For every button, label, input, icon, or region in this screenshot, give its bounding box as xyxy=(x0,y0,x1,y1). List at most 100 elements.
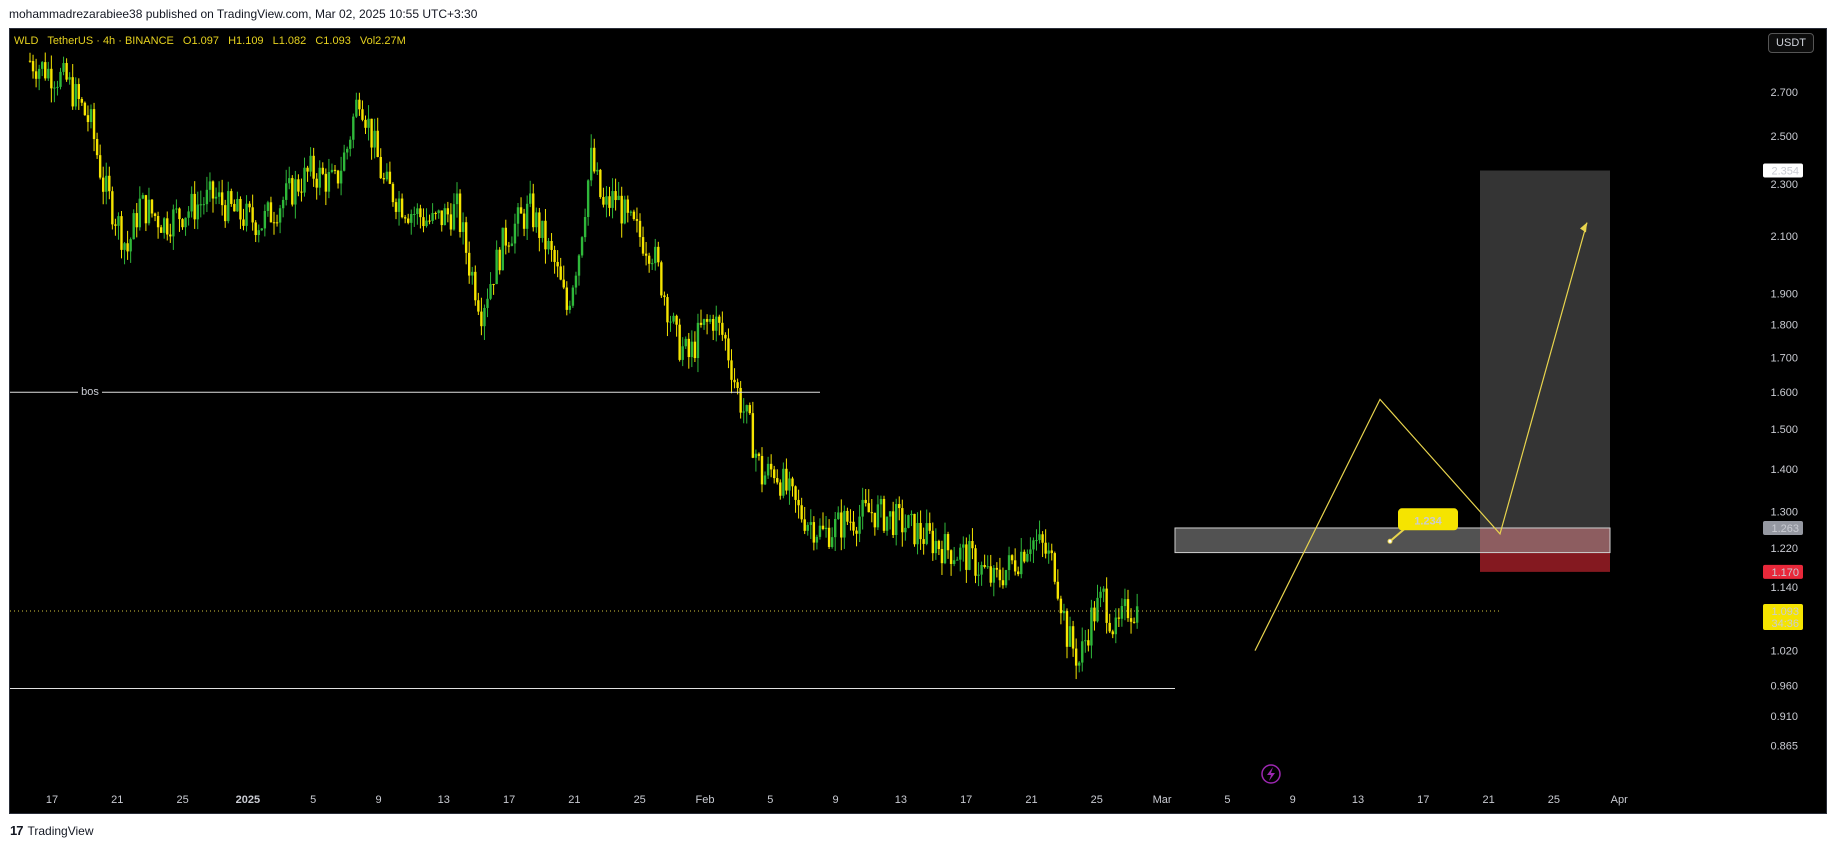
candle-body xyxy=(898,504,901,509)
candle-body xyxy=(330,169,334,173)
candle-body xyxy=(1078,662,1081,666)
time-tick: 21 xyxy=(111,794,123,806)
candle-body xyxy=(901,508,904,533)
candle-body xyxy=(446,208,450,215)
time-tick: 17 xyxy=(503,794,515,806)
legend-volume: Vol2.27M xyxy=(359,35,406,47)
candle-body xyxy=(852,521,855,531)
price-tick: 1.900 xyxy=(1770,289,1798,301)
candle-body xyxy=(739,387,742,413)
candle-body xyxy=(748,405,751,414)
candle-body xyxy=(730,360,733,380)
candle-body xyxy=(486,298,489,308)
candle-body xyxy=(208,181,212,190)
candle-body xyxy=(230,191,233,204)
candle-body xyxy=(217,192,221,197)
candle-body xyxy=(498,249,501,271)
lightning-icon-glyph xyxy=(1267,767,1275,781)
candle-body xyxy=(669,321,672,323)
candle-body xyxy=(891,511,895,535)
projection-path[interactable] xyxy=(1254,222,1588,651)
candle-body xyxy=(291,178,294,205)
candle-body xyxy=(757,453,761,457)
legend-symbol[interactable]: WLD xyxy=(14,35,39,47)
candle-body xyxy=(580,237,584,256)
candle-body xyxy=(474,271,477,301)
candle-body xyxy=(1065,610,1069,647)
lightning-icon[interactable] xyxy=(1261,764,1281,784)
candle-body xyxy=(352,116,355,140)
candle-body xyxy=(660,262,663,296)
candle-body xyxy=(1074,648,1078,666)
time-tick: 13 xyxy=(438,794,450,806)
candle-body xyxy=(699,322,703,325)
candle-body xyxy=(410,214,413,223)
candle-body xyxy=(156,215,160,228)
candle-body xyxy=(477,300,480,312)
candle-body xyxy=(559,266,562,280)
candle-body xyxy=(62,63,65,72)
candle-body xyxy=(529,193,532,204)
candle-body xyxy=(315,178,318,188)
candle-body xyxy=(751,413,755,458)
candle-body xyxy=(114,224,117,226)
candle-body xyxy=(1105,588,1108,623)
chart-pane[interactable]: bos 1.234 2.700 2.500 2.300 2.100 1.900 1.800 1.… xyxy=(9,28,1827,814)
candle-body xyxy=(934,540,938,554)
candle-body xyxy=(1126,599,1130,619)
candle-body xyxy=(455,193,459,205)
candle-body xyxy=(1108,622,1111,632)
candle-body xyxy=(562,279,565,288)
candle-body xyxy=(888,511,892,517)
price-tick: 1.020 xyxy=(1770,646,1798,658)
candle-body xyxy=(318,167,321,188)
candle-body xyxy=(678,324,681,360)
candle-body xyxy=(1050,550,1053,554)
candle-body xyxy=(849,521,852,523)
candle-body xyxy=(419,208,422,218)
candle-body xyxy=(220,192,224,206)
candle-body xyxy=(919,522,922,540)
candle-body xyxy=(855,530,858,534)
symbol-legend: WLD TetherUS · 4h · BINANCE O1.097 H1.10… xyxy=(14,35,412,47)
price-tick: 0.960 xyxy=(1770,680,1798,692)
candle-body xyxy=(937,540,941,550)
time-tick: 25 xyxy=(176,794,188,806)
callout-box[interactable] xyxy=(1398,508,1458,531)
candle-body xyxy=(172,209,175,237)
candle-body xyxy=(1099,591,1102,598)
candle-body xyxy=(422,217,425,227)
candle-body xyxy=(272,222,276,224)
candle-body xyxy=(80,98,84,103)
candle-body xyxy=(724,334,727,339)
candle-body xyxy=(830,537,834,547)
time-tick: 21 xyxy=(1482,794,1494,806)
candle-body xyxy=(461,222,465,232)
candle-body xyxy=(1023,551,1026,562)
candle-body xyxy=(818,525,822,537)
candle-body xyxy=(635,219,639,221)
time-tick: 25 xyxy=(1548,794,1560,806)
price-chart[interactable]: bos 1.234 2.700 2.500 2.300 2.100 1.900 1.800 1.… xyxy=(10,29,1827,814)
price-label-bg xyxy=(1763,603,1803,630)
candle-body xyxy=(336,170,340,184)
candle-body xyxy=(510,243,514,246)
time-tick: 13 xyxy=(1352,794,1364,806)
candle-body xyxy=(1053,553,1056,582)
candle-body xyxy=(696,322,700,359)
candle-body xyxy=(827,527,831,547)
candle-body xyxy=(1010,555,1014,561)
candle-body xyxy=(1102,588,1105,592)
candle-body xyxy=(1059,598,1063,614)
candle-body xyxy=(504,227,507,246)
candle-body xyxy=(1111,631,1114,635)
candle-body xyxy=(260,228,263,231)
candle-body xyxy=(388,171,392,184)
candle-body xyxy=(864,499,867,504)
currency-button[interactable]: USDT xyxy=(1768,33,1814,53)
tradingview-logo[interactable]: 17 TradingView xyxy=(10,823,94,838)
candle-body xyxy=(806,524,809,531)
candle-body xyxy=(385,171,389,180)
target-zone[interactable] xyxy=(1480,170,1610,528)
candle-body xyxy=(684,338,687,347)
